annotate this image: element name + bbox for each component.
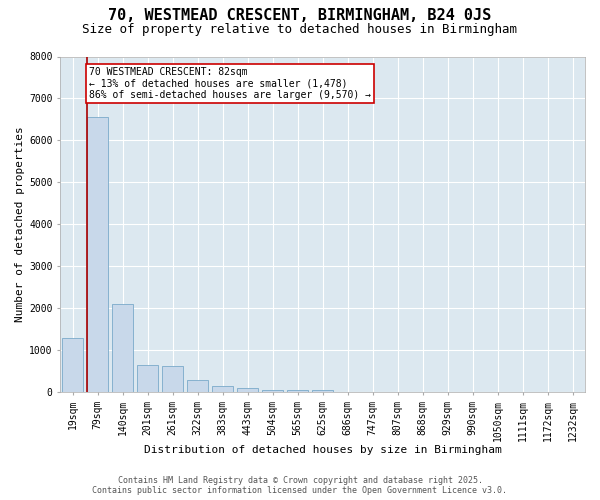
Bar bbox=[62, 338, 83, 392]
Text: Contains HM Land Registry data © Crown copyright and database right 2025.
Contai: Contains HM Land Registry data © Crown c… bbox=[92, 476, 508, 495]
Bar bbox=[162, 366, 184, 392]
Bar bbox=[137, 365, 158, 392]
Text: 70, WESTMEAD CRESCENT, BIRMINGHAM, B24 0JS: 70, WESTMEAD CRESCENT, BIRMINGHAM, B24 0… bbox=[109, 8, 491, 22]
Bar bbox=[187, 380, 208, 392]
Bar bbox=[87, 118, 109, 392]
Bar bbox=[287, 390, 308, 392]
Bar bbox=[237, 388, 259, 392]
Text: 70 WESTMEAD CRESCENT: 82sqm
← 13% of detached houses are smaller (1,478)
86% of : 70 WESTMEAD CRESCENT: 82sqm ← 13% of det… bbox=[89, 67, 371, 100]
Text: Size of property relative to detached houses in Birmingham: Size of property relative to detached ho… bbox=[83, 22, 517, 36]
X-axis label: Distribution of detached houses by size in Birmingham: Distribution of detached houses by size … bbox=[144, 445, 502, 455]
Bar bbox=[312, 390, 333, 392]
Bar bbox=[112, 304, 133, 392]
Y-axis label: Number of detached properties: Number of detached properties bbox=[15, 126, 25, 322]
Bar bbox=[212, 386, 233, 392]
Bar bbox=[262, 390, 283, 392]
